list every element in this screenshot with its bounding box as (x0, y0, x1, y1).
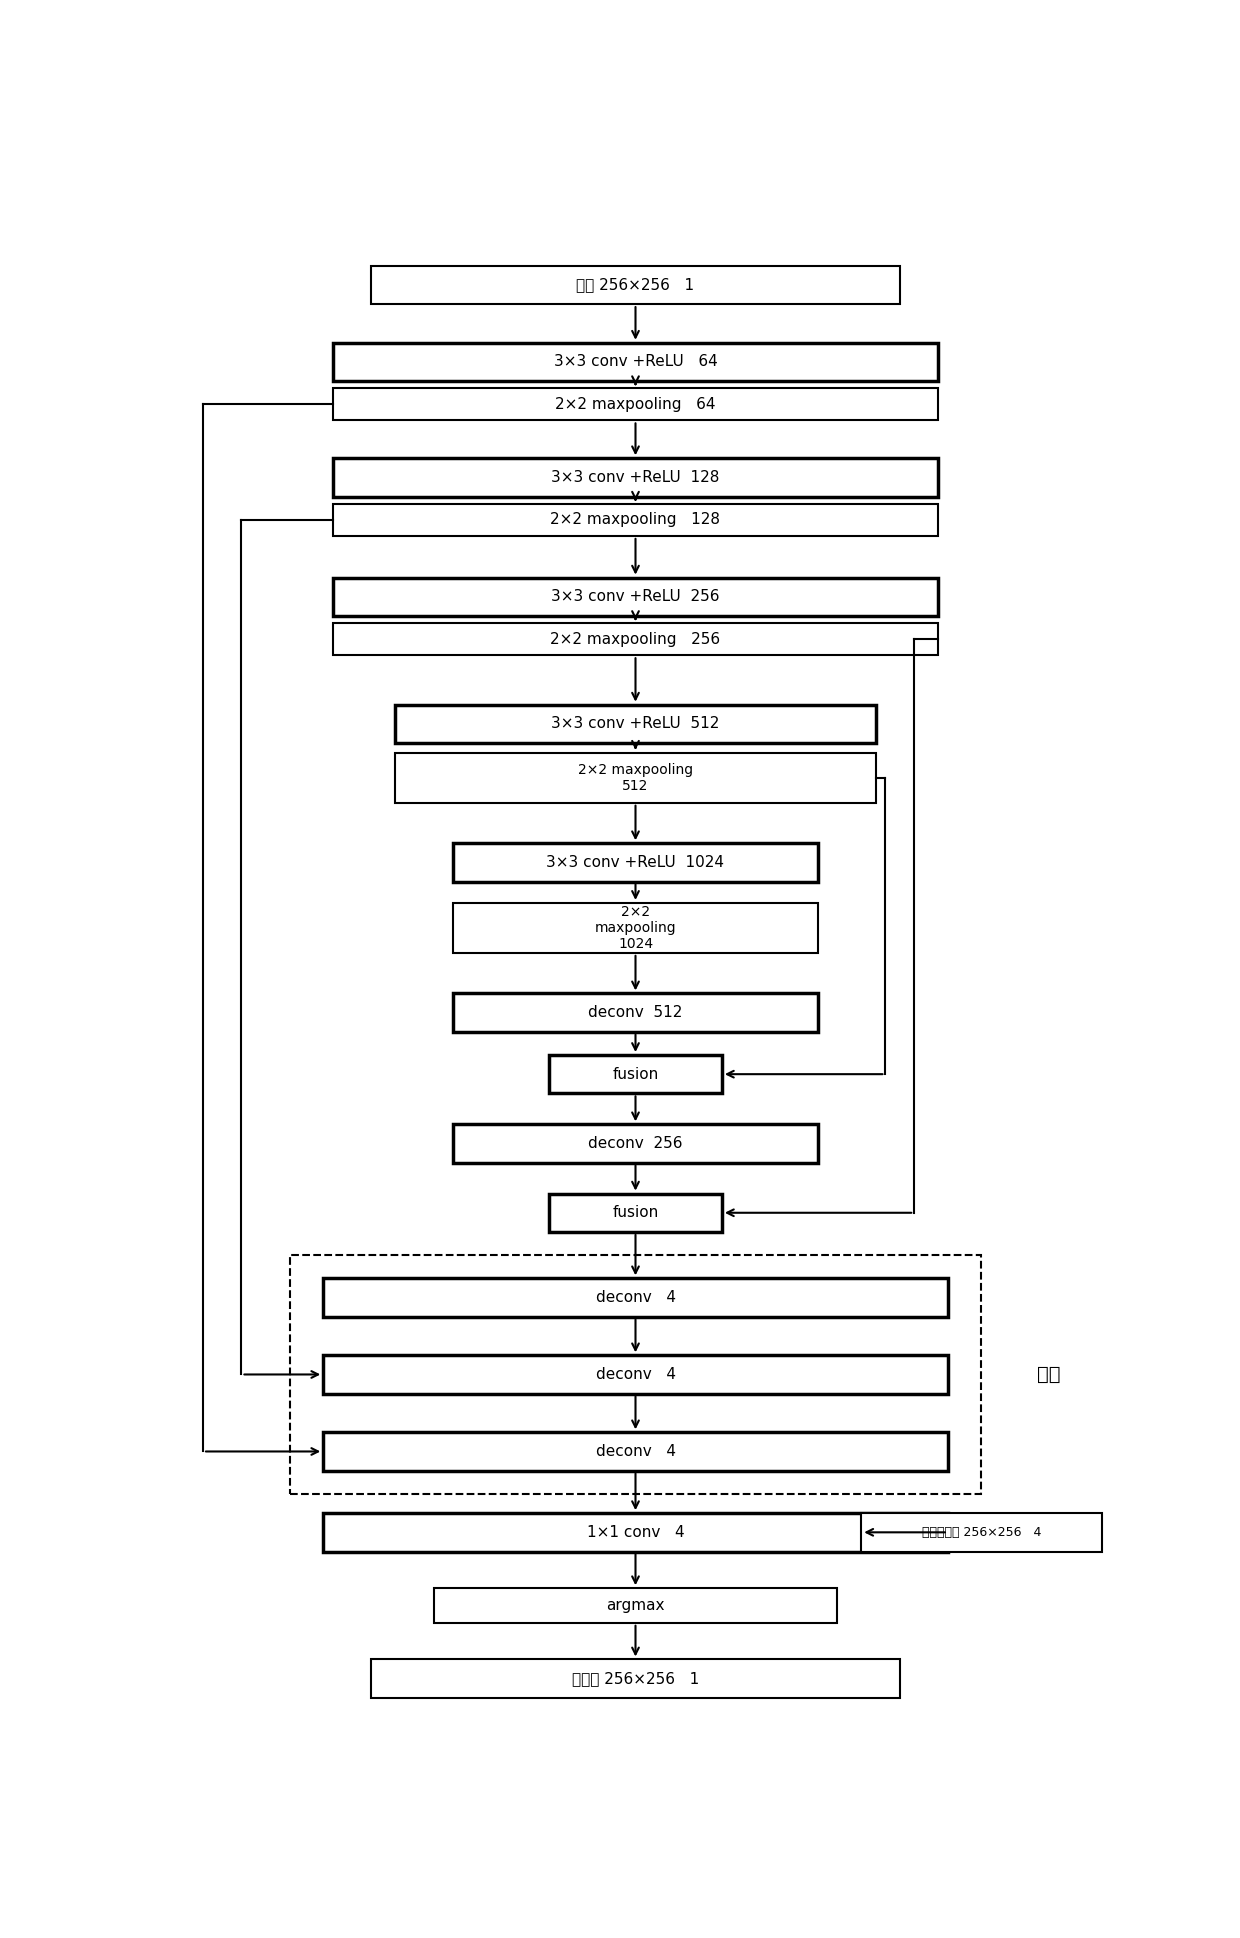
Text: deconv  256: deconv 256 (588, 1136, 683, 1151)
Bar (453, 903, 818, 953)
Text: 1×1 conv   4: 1×1 conv 4 (587, 1525, 684, 1541)
Bar (396, 705, 875, 742)
Bar (396, 752, 875, 802)
Bar (289, 1256, 982, 1494)
Bar (549, 1194, 722, 1233)
Bar (453, 843, 818, 882)
Text: 2×2 maxpooling
512: 2×2 maxpooling 512 (578, 764, 693, 793)
Bar (324, 1355, 947, 1393)
Bar (549, 1054, 722, 1093)
Bar (332, 388, 939, 421)
Text: argmax: argmax (606, 1599, 665, 1612)
Text: deconv   4: deconv 4 (595, 1444, 676, 1459)
Text: 2×2 maxpooling   128: 2×2 maxpooling 128 (551, 512, 720, 527)
Text: 级联: 级联 (1037, 1364, 1060, 1384)
Text: 3×3 conv +ReLU  128: 3×3 conv +ReLU 128 (552, 469, 719, 484)
Text: fusion: fusion (613, 1205, 658, 1221)
Text: 2×2 maxpooling   256: 2×2 maxpooling 256 (551, 632, 720, 647)
Text: fusion: fusion (613, 1066, 658, 1081)
Text: deconv   4: deconv 4 (595, 1291, 676, 1304)
Bar (332, 457, 939, 496)
Bar (332, 504, 939, 537)
Bar (332, 578, 939, 616)
Bar (324, 1432, 947, 1471)
Text: 3×3 conv +ReLU   64: 3×3 conv +ReLU 64 (553, 355, 718, 370)
Text: 3×3 conv +ReLU  1024: 3×3 conv +ReLU 1024 (547, 855, 724, 870)
Text: 分割图 256×256   1: 分割图 256×256 1 (572, 1671, 699, 1686)
Text: 分割特征图 256×256   4: 分割特征图 256×256 4 (921, 1525, 1042, 1539)
Text: deconv  512: deconv 512 (588, 1006, 683, 1019)
Text: 输入 256×256   1: 输入 256×256 1 (577, 277, 694, 293)
Text: 3×3 conv +ReLU  256: 3×3 conv +ReLU 256 (552, 589, 719, 605)
Text: 3×3 conv +ReLU  512: 3×3 conv +ReLU 512 (552, 717, 719, 731)
Bar (371, 266, 900, 304)
Bar (453, 1124, 818, 1163)
Bar (371, 1659, 900, 1698)
Text: deconv   4: deconv 4 (595, 1366, 676, 1382)
Bar (453, 994, 818, 1031)
Text: 2×2 maxpooling   64: 2×2 maxpooling 64 (556, 397, 715, 411)
Bar (332, 622, 939, 655)
Bar (434, 1587, 837, 1622)
Text: 2×2
maxpooling
1024: 2×2 maxpooling 1024 (595, 905, 676, 952)
Bar (324, 1514, 947, 1552)
Bar (324, 1279, 947, 1316)
Bar (862, 1514, 1101, 1552)
Bar (332, 343, 939, 382)
